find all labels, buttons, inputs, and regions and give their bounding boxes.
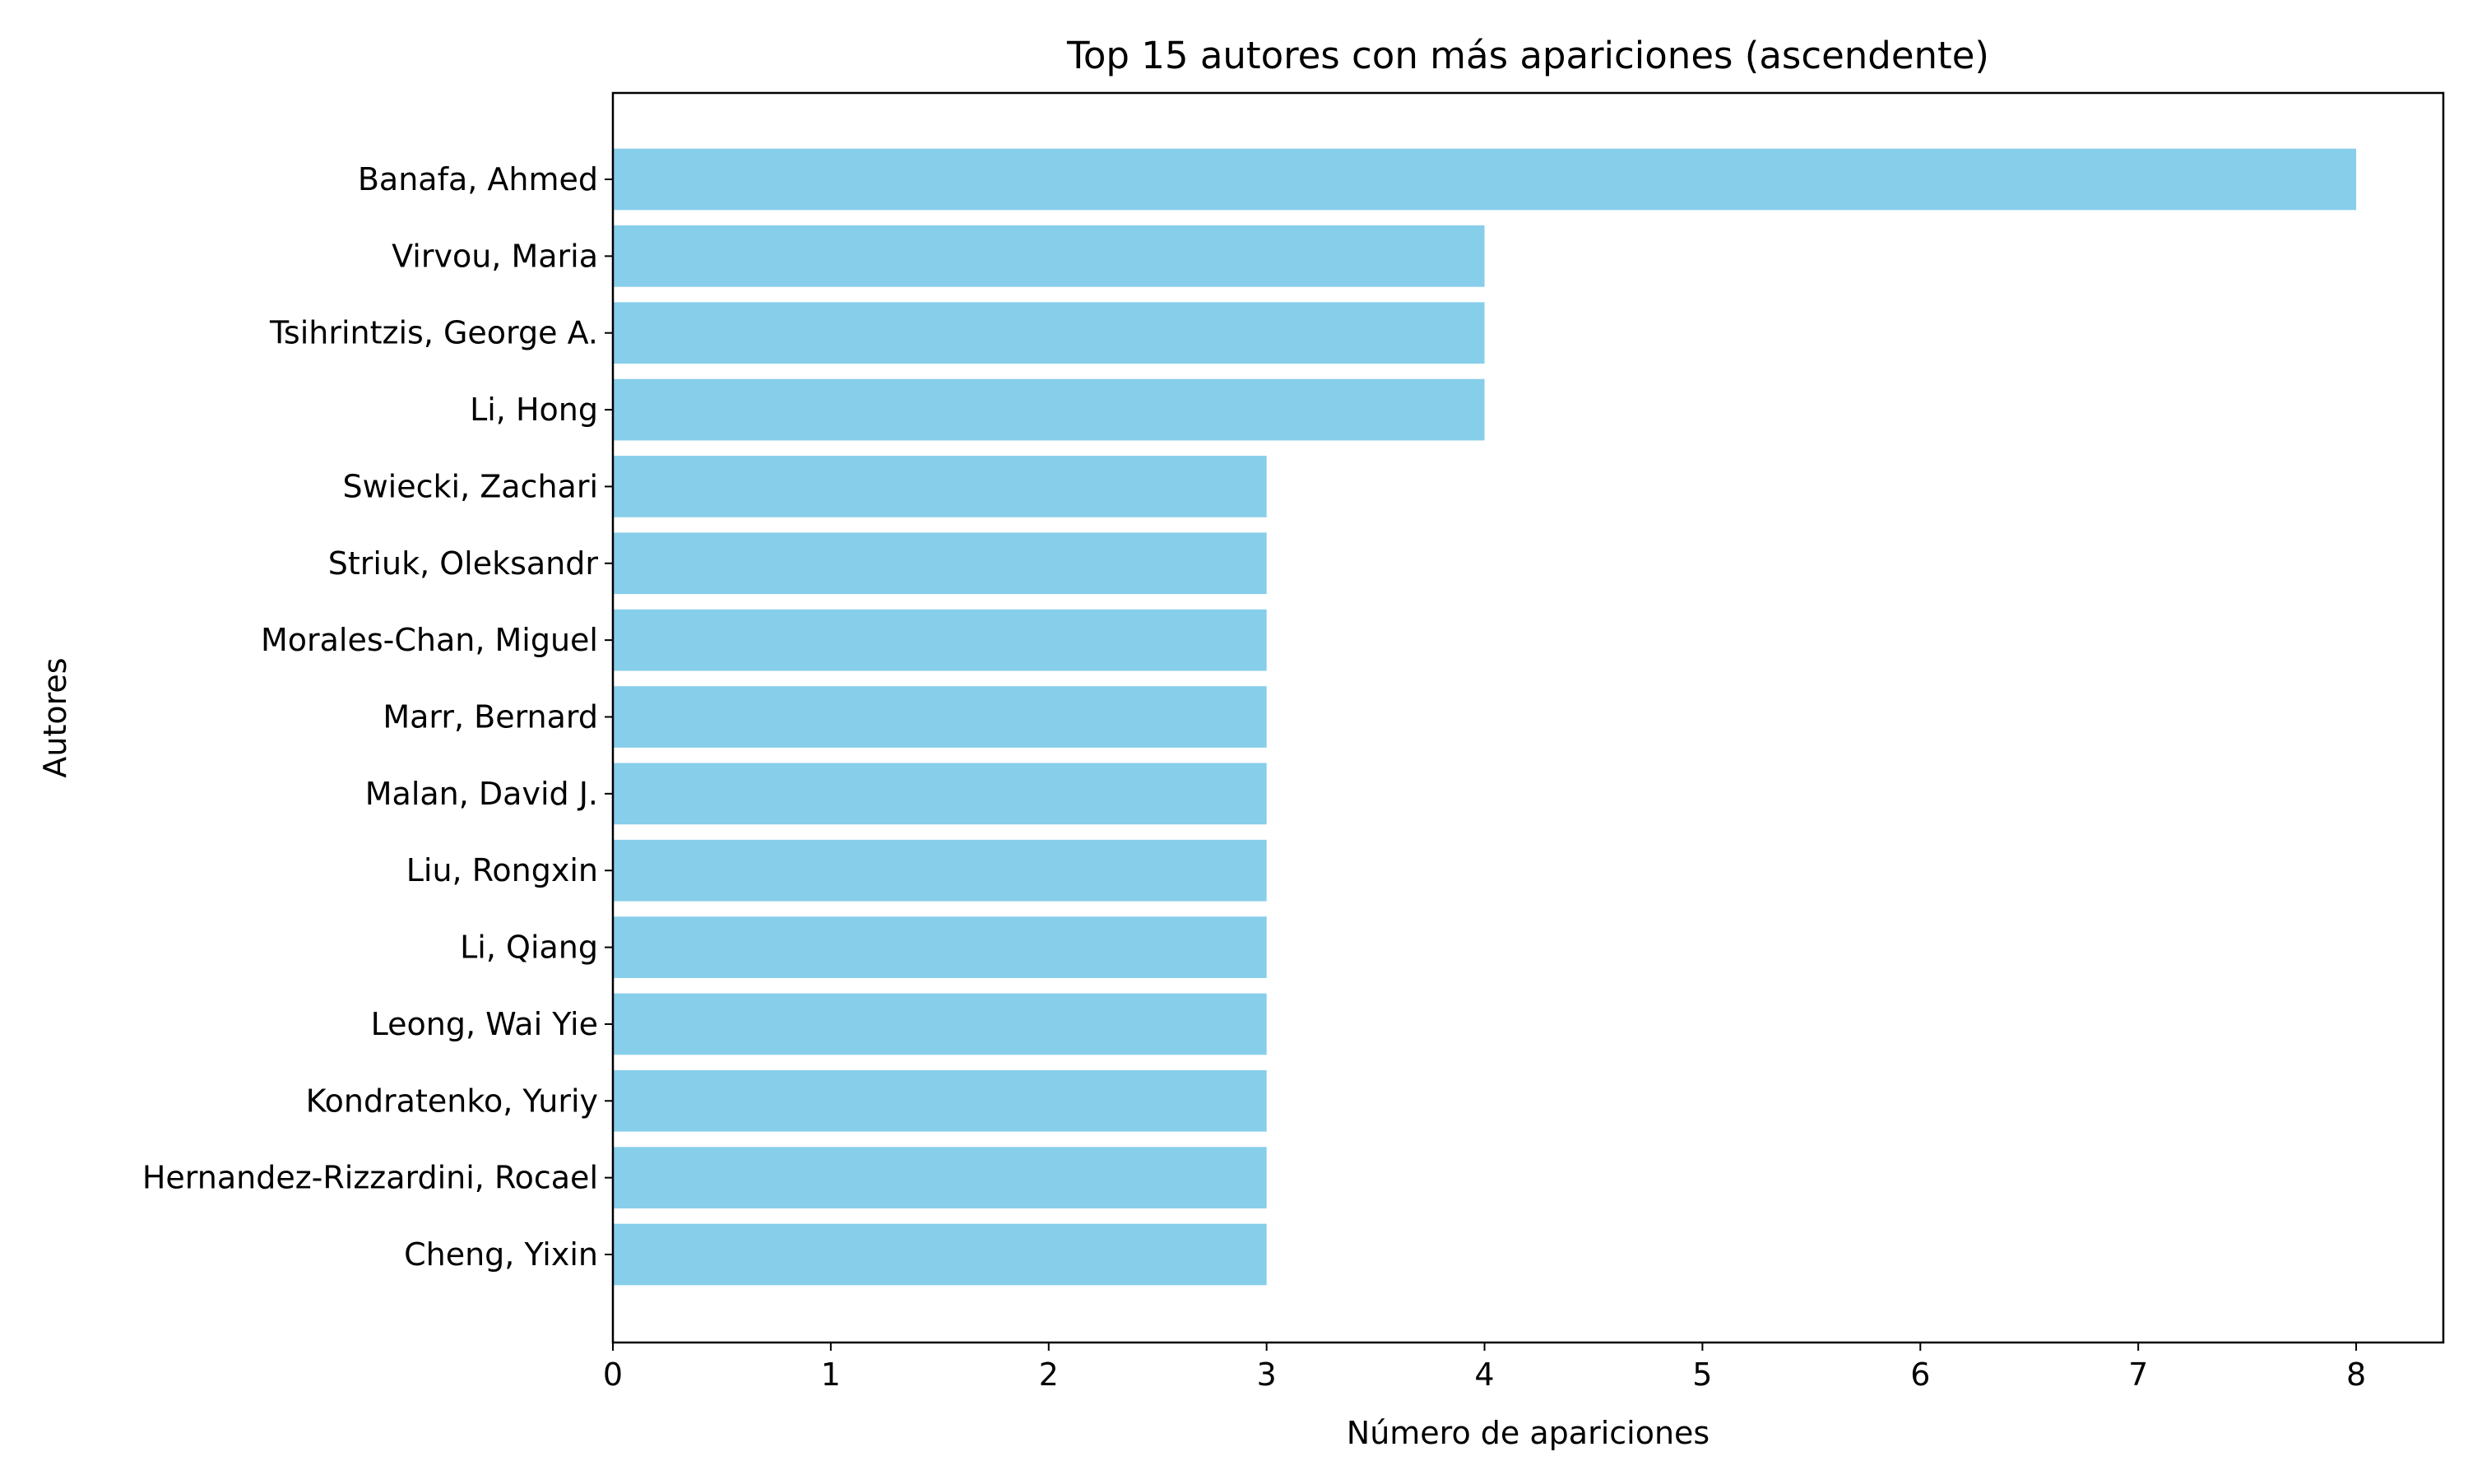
bar <box>613 839 1267 902</box>
bar <box>613 1223 1267 1286</box>
y-tick-label: Morales-Chan, Miguel <box>261 622 598 658</box>
y-tick-label: Li, Hong <box>470 392 598 428</box>
x-tick-label: 8 <box>2346 1356 2366 1393</box>
y-tick-label: Liu, Rongxin <box>406 852 598 888</box>
y-tick-label: Hernandez-Rizzardini, Rocael <box>142 1160 598 1196</box>
y-tick-label: Tsihrintzis, George A. <box>269 315 598 351</box>
x-tick-label: 0 <box>603 1356 623 1393</box>
y-tick-label: Cheng, Yixin <box>404 1236 598 1273</box>
x-axis-ticks: 0 1 2 3 4 5 6 7 8 <box>603 1343 2366 1393</box>
bar <box>613 1147 1267 1208</box>
x-tick-label: 4 <box>1474 1356 1494 1393</box>
x-tick-label: 1 <box>821 1356 841 1393</box>
x-tick-label: 6 <box>1910 1356 1930 1393</box>
bar <box>613 1069 1267 1132</box>
y-axis-ticks: Banafa, Ahmed Virvou, Maria Tsihrintzis, G… <box>142 161 613 1273</box>
x-axis-label: Número de apariciones <box>1347 1415 1710 1451</box>
bar <box>613 532 1267 595</box>
y-tick-label: Li, Qiang <box>460 930 598 966</box>
x-tick-label: 5 <box>1692 1356 1712 1393</box>
bar <box>613 148 2357 211</box>
y-axis-label: Autores <box>37 657 73 777</box>
y-tick-label: Striuk, Oleksandr <box>328 545 599 582</box>
bar <box>613 378 1485 441</box>
bar <box>613 225 1485 287</box>
bar <box>613 302 1485 364</box>
bar <box>613 916 1267 978</box>
x-tick-label: 2 <box>1039 1356 1059 1393</box>
y-tick-label: Swiecki, Zachari <box>342 468 598 504</box>
y-tick-label: Kondratenko, Yuriy <box>306 1083 598 1119</box>
bar <box>613 456 1267 517</box>
bar <box>613 609 1267 671</box>
x-tick-label: 7 <box>2128 1356 2148 1393</box>
bars-group <box>613 148 2357 1286</box>
chart-title: Top 15 autores con más apariciones (asce… <box>1066 34 1989 77</box>
y-tick-label: Banafa, Ahmed <box>358 161 598 197</box>
y-tick-label: Virvou, Maria <box>392 238 598 274</box>
bar <box>613 763 1267 825</box>
y-tick-label: Malan, David J. <box>365 776 598 812</box>
x-tick-label: 3 <box>1257 1356 1277 1393</box>
bar <box>613 993 1267 1055</box>
plot-frame <box>611 91 2445 1344</box>
y-tick-label: Marr, Bernard <box>383 699 598 735</box>
bar <box>613 686 1267 748</box>
y-tick-label: Leong, Wai Yie <box>371 1006 598 1042</box>
